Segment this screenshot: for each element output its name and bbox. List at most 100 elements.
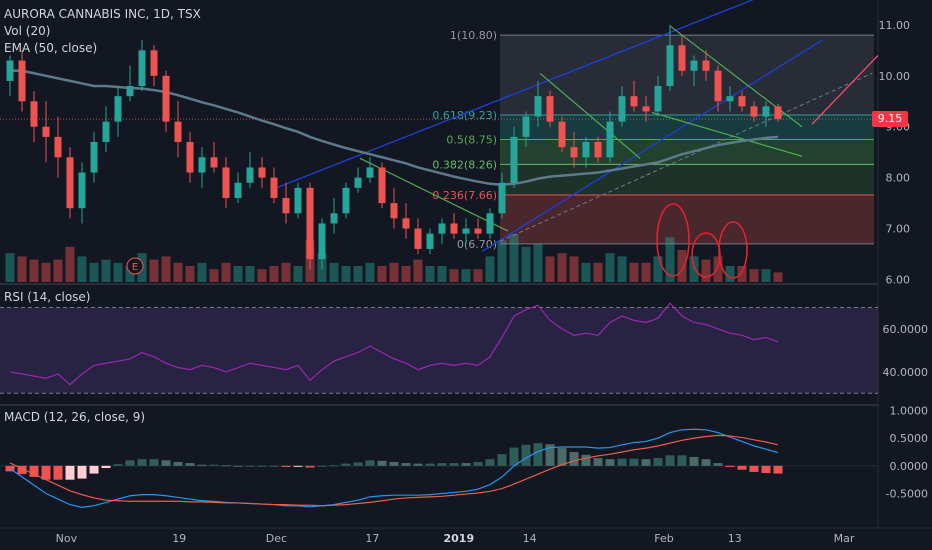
volume-bar [41, 262, 51, 282]
price-axis-tick: 7.00 [886, 223, 911, 236]
macd-histogram-bar [413, 463, 423, 466]
candle-body [486, 213, 494, 234]
candle [102, 106, 110, 153]
candle-body [546, 96, 554, 122]
candle [258, 157, 266, 188]
macd-histogram-bar [341, 463, 351, 466]
legend-volume: Vol (20) [4, 24, 51, 38]
macd-histogram-bar [653, 458, 663, 466]
volume-bar [149, 259, 159, 282]
candle [726, 86, 734, 112]
candle [570, 131, 578, 168]
candle [522, 111, 530, 148]
macd-histogram-bar [497, 454, 507, 466]
volume-bar [353, 266, 363, 282]
volume-bar [533, 243, 543, 282]
candle-body [630, 96, 638, 107]
volume-bar [485, 256, 495, 282]
candle [606, 111, 614, 163]
candle-body [18, 60, 26, 102]
volume-bar [389, 262, 399, 282]
volume-bar [737, 266, 747, 282]
rsi-axis-tick: 40.0000 [883, 366, 929, 379]
volume-bar [653, 256, 663, 282]
candle-body [258, 167, 266, 178]
candle [186, 131, 194, 183]
macd-histogram-bar [521, 444, 531, 466]
candle-body [738, 96, 746, 107]
candle-body [642, 106, 650, 112]
candle-body [450, 223, 458, 234]
macd-histogram-bar [41, 465, 51, 480]
candle-body [726, 96, 734, 102]
time-axis-tick: 19 [172, 532, 186, 545]
candle-body [570, 147, 578, 158]
macd-histogram-bar [677, 455, 687, 466]
candle-body [498, 182, 506, 214]
candle [126, 65, 134, 102]
candle [198, 147, 206, 188]
macd-histogram-bar [605, 459, 615, 466]
legend-symbol: AURORA CANNABIS INC, 1D, TSX [4, 7, 201, 21]
candle-body [186, 142, 194, 173]
volume-bar [605, 253, 615, 282]
candle [210, 142, 218, 173]
candle [162, 70, 170, 132]
macd-axis-tick: -0.5000 [886, 488, 928, 501]
flag-line [651, 111, 803, 157]
candle-body [198, 157, 206, 173]
macd-histogram-bar [173, 461, 183, 466]
volume-bar [401, 266, 411, 282]
macd-histogram-bar [545, 444, 555, 466]
candle [546, 91, 554, 127]
volume-bar [557, 253, 567, 282]
candle [702, 50, 710, 81]
macd-histogram-bar [689, 456, 699, 466]
candle-body [30, 101, 38, 127]
macd-histogram-bar [269, 465, 279, 467]
volume-bar [617, 256, 627, 282]
candle [474, 218, 482, 239]
candle [54, 116, 62, 178]
macd-axis-tick: 0.0000 [890, 460, 929, 473]
candle-body [126, 86, 134, 97]
volume-bar [377, 266, 387, 282]
candle [78, 162, 86, 224]
candle [414, 218, 422, 254]
macd-histogram-bar [101, 465, 111, 469]
candle-body [774, 106, 782, 120]
volume-bar [497, 240, 507, 282]
fib-level-label: 0(6.70) [457, 238, 497, 251]
candle-body [378, 167, 386, 204]
candle-body [66, 157, 74, 209]
macd-histogram-bar [149, 459, 159, 466]
macd-histogram-bar [473, 461, 483, 466]
macd-histogram-bar [461, 463, 471, 466]
volume-bar [713, 256, 723, 282]
candle [318, 218, 326, 270]
volume-bar [545, 256, 555, 282]
fib-level-label: 0.5(8.75) [446, 133, 497, 146]
macd-histogram-bar [365, 460, 375, 466]
candle [654, 75, 662, 117]
volume-bar [233, 266, 243, 282]
macd-histogram-bar [89, 465, 99, 474]
candle-body [318, 223, 326, 260]
flag-line [539, 72, 641, 159]
candle [354, 167, 362, 193]
macd-histogram-bar [737, 465, 747, 470]
candle-body [330, 213, 338, 224]
volume-bar [65, 246, 75, 282]
macd-axis-tick: 0.5000 [890, 432, 929, 445]
candle [30, 91, 38, 142]
macd-histogram-bar [761, 465, 771, 474]
candle-body [6, 60, 14, 81]
fib-level-label: 0.236(7.66) [432, 189, 497, 202]
candle [510, 126, 518, 188]
macd-histogram-bar [425, 463, 435, 466]
volume-bar [773, 272, 783, 282]
channel-upper-line [269, 0, 754, 191]
volume-bar [473, 269, 483, 282]
candle-body [102, 121, 110, 142]
volume-bar [749, 269, 759, 282]
